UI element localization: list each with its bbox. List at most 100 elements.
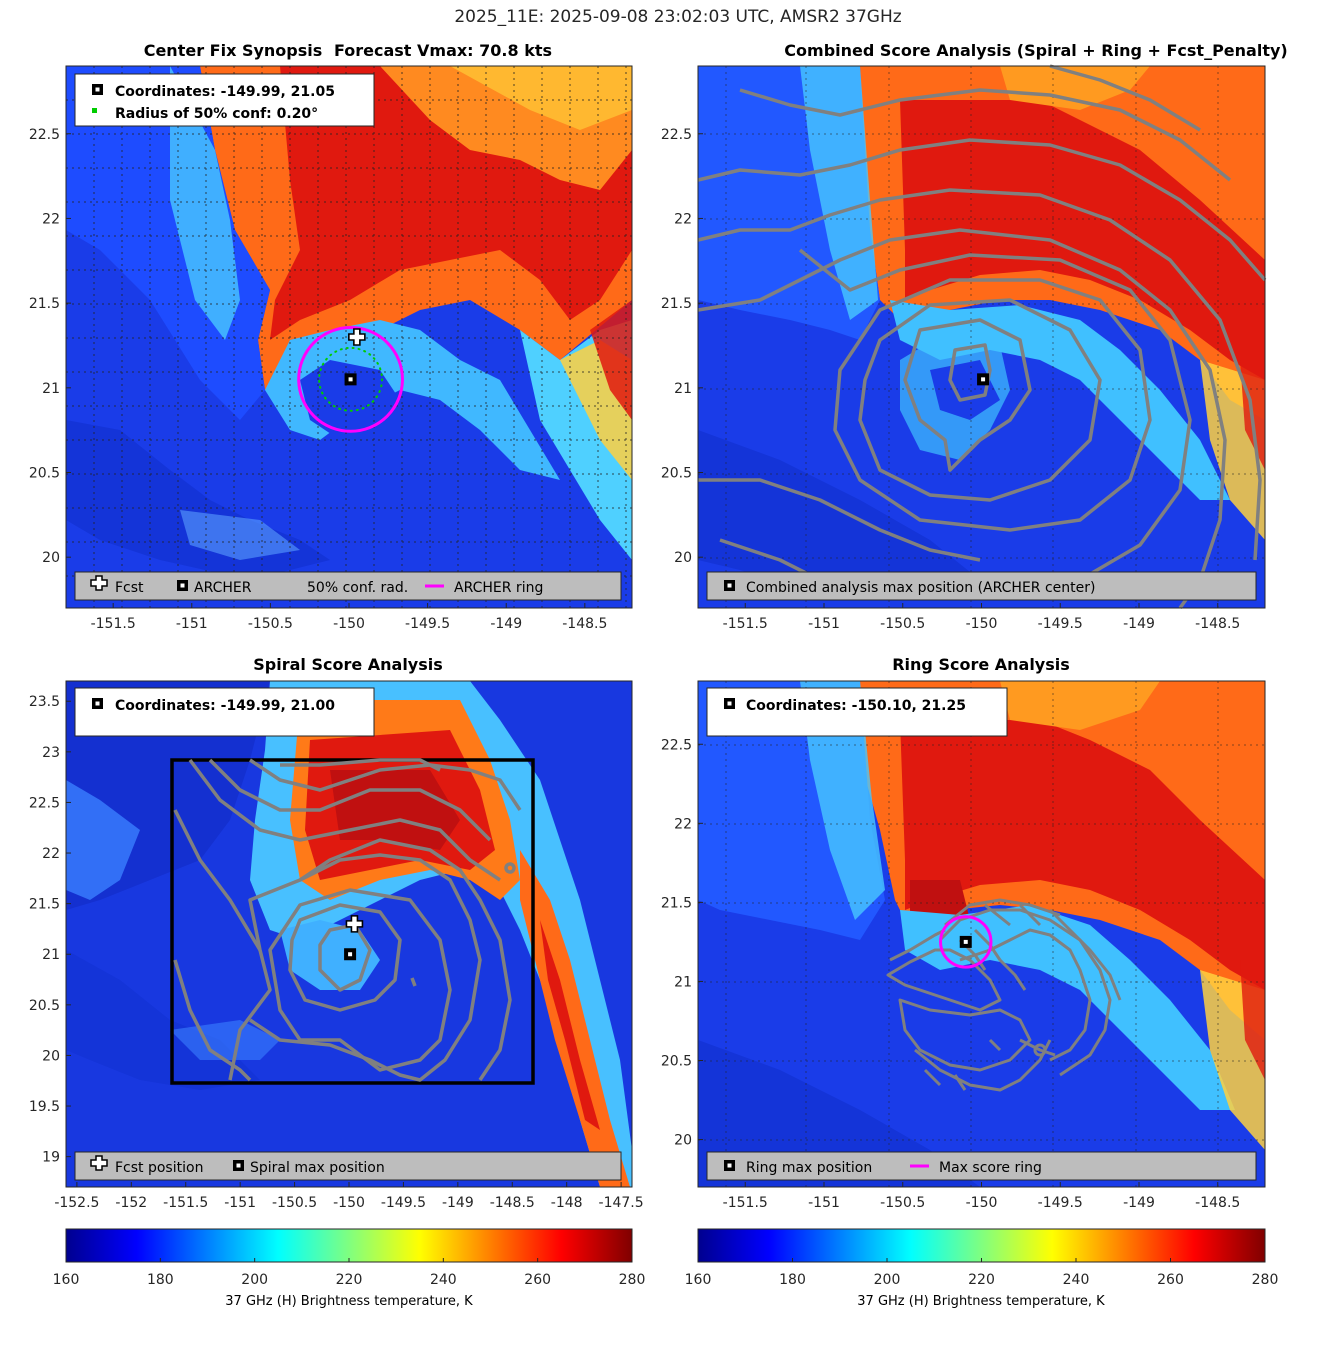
info-box: Coordinates: -149.99, 21.00 xyxy=(74,687,375,737)
y-tick-label: 23 xyxy=(42,745,60,761)
y-tick-label: 22 xyxy=(42,211,60,227)
archer-ring xyxy=(297,325,404,433)
y-tick-label: 19.5 xyxy=(29,1099,60,1115)
y-tick-label: 22 xyxy=(674,211,692,227)
y-tick-label: 20 xyxy=(42,1048,60,1064)
x-tick-label: -151 xyxy=(176,616,208,632)
y-tick-label: 20.5 xyxy=(661,1054,692,1070)
y-tick-label: 21.5 xyxy=(661,296,692,312)
axis-ticks: -151.5 -151 -150.5 -150 -149.5 -149 -148.5 20 20… xyxy=(661,127,1240,632)
heatmap-image xyxy=(66,681,632,1187)
colorbar-tick-label: 160 xyxy=(685,1272,712,1288)
x-tick-label: -150.5 xyxy=(880,616,925,632)
legend-label-combined: Combined analysis max position (ARCHER c… xyxy=(746,580,1095,596)
x-tick-label: -150.5 xyxy=(880,1195,925,1211)
x-tick-label: -150 xyxy=(966,1195,998,1211)
legend-label-maxring: Max score ring xyxy=(939,1160,1042,1176)
colorbar-tick-label: 280 xyxy=(619,1272,646,1288)
ring-max-marker-inner xyxy=(963,939,968,944)
grid-lines xyxy=(66,66,632,608)
legend-label-archer: ARCHER xyxy=(194,580,252,596)
spiral-max-marker-inner xyxy=(348,952,353,957)
legend: Fcst ARCHER 50% conf. rad. ARCHER ring xyxy=(74,571,622,601)
y-tick-label: 21 xyxy=(42,947,60,963)
y-tick-label: 20.5 xyxy=(661,466,692,482)
x-tick-label: -151.5 xyxy=(163,1195,208,1211)
y-tick-label: 22.5 xyxy=(661,127,692,143)
grid-lines xyxy=(698,66,1265,608)
colorbar-tick-label: 180 xyxy=(147,1272,174,1288)
colorbar-tick-label: 220 xyxy=(968,1272,995,1288)
score-contours xyxy=(886,898,1122,1092)
legend: Combined analysis max position (ARCHER c… xyxy=(706,571,1257,601)
axis-ticks: -152.5 -152 -151.5 -151 -150.5 -150 -149.5 -149… xyxy=(29,694,644,1211)
x-tick-label: -149 xyxy=(1123,1195,1155,1211)
y-tick-label: 22.5 xyxy=(661,737,692,753)
colorbar-label: 37 GHz (H) Brightness temperature, K xyxy=(225,1294,473,1309)
panel-title: Center Fix Synopsis xyxy=(144,41,323,60)
x-tick-label: -149.5 xyxy=(381,1195,426,1211)
legend-label-fcst: Fcst xyxy=(115,580,144,596)
x-tick-label: -152.5 xyxy=(54,1195,99,1211)
x-tick-label: -149.5 xyxy=(405,616,450,632)
y-tick-label: 20.5 xyxy=(29,998,60,1014)
fcst-cross-icon xyxy=(90,1155,108,1171)
max-score-ring xyxy=(939,915,993,969)
colorbar-tick-label: 240 xyxy=(430,1272,457,1288)
colorbar-tick-label: 240 xyxy=(1063,1272,1090,1288)
info-coordinates: Coordinates: -149.99, 21.05 xyxy=(115,84,335,100)
suptitle: 2025_11E: 2025-09-08 23:02:03 UTC, AMSR2… xyxy=(454,7,901,27)
archer-center-marker-inner xyxy=(348,377,353,382)
colorbar-tick-label: 280 xyxy=(1252,1272,1279,1288)
combined-max-marker-inner xyxy=(981,377,986,382)
panel-center-fix: Center Fix Synopsis Forecast Vmax: 70.8 … xyxy=(29,41,633,632)
x-tick-label: -151.5 xyxy=(91,616,136,632)
colorbar-ticks: 160 180 200 220 240 260 280 xyxy=(685,1258,1279,1288)
x-tick-label: -150.5 xyxy=(248,616,293,632)
heatmap-image xyxy=(698,681,1265,1187)
y-tick-label: 21.5 xyxy=(29,897,60,913)
fcst-cross-icon xyxy=(90,575,108,591)
x-tick-label: -150 xyxy=(966,616,998,632)
colorbar-right: 160 180 200 220 240 260 280 37 GHz (H) Brightn… xyxy=(685,1228,1279,1309)
x-tick-label: -151.5 xyxy=(723,616,768,632)
x-tick-label: -151 xyxy=(224,1195,256,1211)
colorbar-tick-label: 200 xyxy=(241,1272,268,1288)
x-tick-label: -148.5 xyxy=(1195,1195,1240,1211)
colorbar-ticks: 160 180 200 220 240 260 280 xyxy=(53,1258,646,1288)
y-tick-label: 22.5 xyxy=(29,127,60,143)
panel-title: Ring Score Analysis xyxy=(892,655,1070,674)
markers xyxy=(344,915,364,961)
legend-label-ringmax: Ring max position xyxy=(746,1160,872,1176)
panel-spiral: Spiral Score Analysis xyxy=(29,655,644,1211)
panel-title: Spiral Score Analysis xyxy=(253,655,443,674)
colorbar-label: 37 GHz (H) Brightness temperature, K xyxy=(857,1294,1105,1309)
x-tick-label: -149 xyxy=(490,616,522,632)
y-tick-label: 21.5 xyxy=(29,296,60,312)
y-tick-label: 20 xyxy=(674,1133,692,1149)
colorbar-tick-label: 260 xyxy=(524,1272,551,1288)
x-tick-label: -148.5 xyxy=(490,1195,535,1211)
x-tick-label: -148.5 xyxy=(1195,616,1240,632)
x-tick-label: -149 xyxy=(442,1195,474,1211)
axis-ticks: -151.5 -151 -150.5 -150 -149.5 -149 -148.5 20 20… xyxy=(661,737,1240,1211)
y-tick-label: 21 xyxy=(674,974,692,990)
score-contours xyxy=(173,758,522,1082)
y-tick-label: 22 xyxy=(42,846,60,862)
panel-title: Combined Score Analysis (Spiral + Ring +… xyxy=(784,41,1287,60)
markers xyxy=(297,325,404,433)
y-tick-label: 22 xyxy=(674,816,692,832)
y-tick-label: 19 xyxy=(42,1150,60,1166)
legend-label-fcst: Fcst position xyxy=(115,1160,203,1176)
y-tick-label: 21 xyxy=(674,381,692,397)
y-tick-label: 21 xyxy=(42,381,60,397)
y-tick-label: 20 xyxy=(674,550,692,566)
y-tick-label: 23.5 xyxy=(29,694,60,710)
x-tick-label: -150 xyxy=(333,1195,365,1211)
analysis-box xyxy=(170,758,535,1085)
markers xyxy=(939,915,993,969)
x-tick-label: -149.5 xyxy=(1038,616,1083,632)
info-box: Coordinates: -150.10, 21.25 xyxy=(706,687,1008,737)
x-tick-label: -147.5 xyxy=(599,1195,644,1211)
colorbar-tick-label: 200 xyxy=(874,1272,901,1288)
